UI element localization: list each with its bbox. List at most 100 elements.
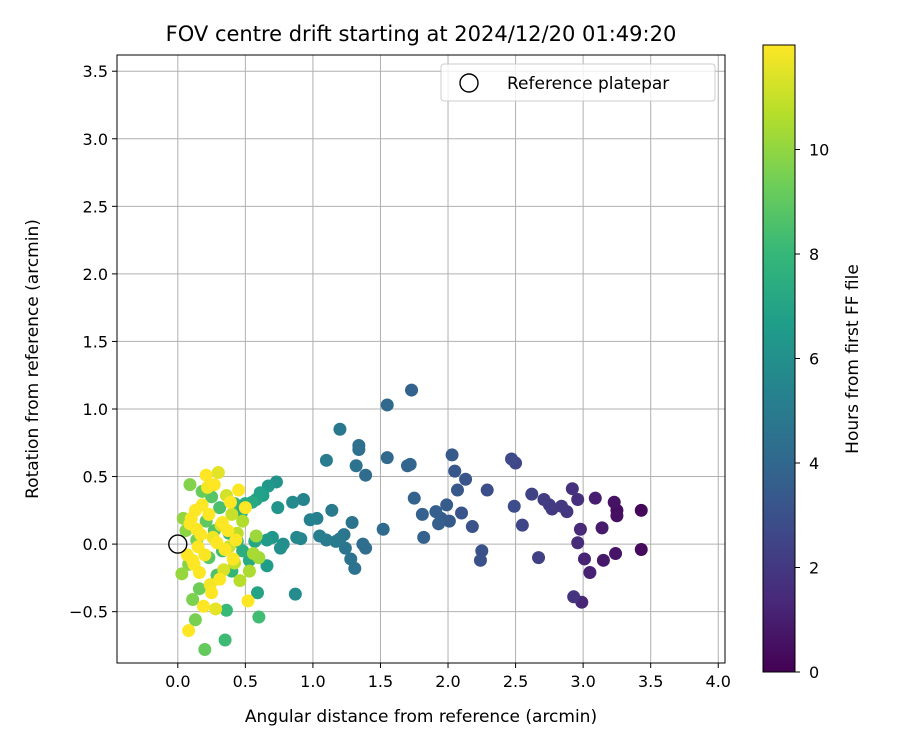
data-point xyxy=(634,503,648,517)
data-point xyxy=(356,537,370,551)
data-point xyxy=(225,507,239,521)
colorbar-tick-label: 2 xyxy=(809,559,819,578)
x-axis-ticks: 0.0 0.5 1.0 1.5 2.0 2.5 3.0 3.5 4.0 xyxy=(165,663,731,691)
data-point xyxy=(325,503,339,517)
data-point xyxy=(380,451,394,465)
data-point xyxy=(415,507,429,521)
data-point xyxy=(236,514,250,528)
data-point xyxy=(191,540,205,554)
data-point xyxy=(175,567,189,581)
data-point xyxy=(286,495,300,509)
data-point xyxy=(400,459,414,473)
x-tick-label: 3.5 xyxy=(638,672,663,691)
colorbar-tick-label: 8 xyxy=(809,245,819,264)
reference-platepar-marker xyxy=(168,534,188,554)
data-point xyxy=(251,586,265,600)
legend-entry-reference: Reference platepar xyxy=(507,74,669,94)
data-point xyxy=(246,547,260,561)
data-point xyxy=(186,592,200,606)
data-point xyxy=(313,529,327,543)
data-point xyxy=(567,590,581,604)
x-tick-label: 0.0 xyxy=(165,672,190,691)
data-point xyxy=(480,483,494,497)
data-point xyxy=(232,483,246,497)
data-point xyxy=(455,506,469,520)
data-point xyxy=(448,464,462,478)
y-axis-ticks: −0.5 0.0 0.5 1.0 1.5 2.0 2.5 3.0 3.5 xyxy=(69,62,117,622)
y-tick-label: −0.5 xyxy=(69,603,108,622)
data-point xyxy=(215,515,229,529)
colorbar-ticks: 0 2 4 6 8 10 xyxy=(795,141,829,682)
data-point xyxy=(296,493,310,507)
data-point xyxy=(192,582,206,596)
data-point xyxy=(229,533,243,547)
data-point xyxy=(349,459,363,473)
data-point xyxy=(194,528,208,542)
data-point xyxy=(210,536,224,550)
data-point xyxy=(202,507,216,521)
colorbar-tick-label: 4 xyxy=(809,454,819,473)
data-point xyxy=(565,482,579,496)
y-axis-label: Rotation from reference (arcmin) xyxy=(23,219,43,499)
data-point xyxy=(290,530,304,544)
data-point xyxy=(588,491,602,505)
data-point xyxy=(609,547,623,561)
y-tick-label: 2.5 xyxy=(83,197,108,216)
data-point xyxy=(205,586,219,600)
data-point xyxy=(249,529,263,543)
data-point xyxy=(571,536,585,550)
data-point xyxy=(407,491,421,505)
data-point xyxy=(319,453,333,467)
data-point xyxy=(577,552,591,566)
colorbar-tick-label: 0 xyxy=(809,663,819,682)
y-tick-label: 1.0 xyxy=(83,400,108,419)
data-point xyxy=(271,501,285,515)
data-point xyxy=(532,551,546,565)
y-tick-label: 1.5 xyxy=(83,332,108,351)
data-point xyxy=(465,520,479,534)
data-point xyxy=(338,541,352,555)
data-point xyxy=(459,472,473,486)
data-point xyxy=(380,398,394,412)
data-point xyxy=(473,553,487,567)
x-tick-label: 1.0 xyxy=(300,672,325,691)
plot-frame xyxy=(116,54,726,664)
data-point xyxy=(226,552,240,566)
data-points xyxy=(175,383,648,656)
data-point xyxy=(450,483,464,497)
data-point xyxy=(180,548,194,562)
legend: Reference platepar xyxy=(440,63,716,102)
data-point xyxy=(352,443,366,457)
chart-title: FOV centre drift starting at 2024/12/20 … xyxy=(166,22,677,46)
data-point xyxy=(345,515,359,529)
data-point xyxy=(505,452,519,466)
data-point xyxy=(182,624,196,638)
data-point xyxy=(242,564,256,578)
data-point xyxy=(207,478,221,492)
data-point xyxy=(188,613,202,627)
x-axis-label: Angular distance from reference (arcmin) xyxy=(245,707,597,727)
data-point xyxy=(429,505,443,519)
data-point xyxy=(273,541,287,555)
data-point xyxy=(607,495,621,509)
data-point xyxy=(610,509,624,523)
data-point xyxy=(634,543,648,557)
data-point xyxy=(252,610,266,624)
y-tick-label: 2.0 xyxy=(83,265,108,284)
x-tick-label: 1.5 xyxy=(368,672,393,691)
data-point xyxy=(223,495,237,509)
data-point xyxy=(219,603,233,617)
x-tick-label: 2.5 xyxy=(503,672,528,691)
data-point xyxy=(198,642,212,656)
data-point xyxy=(507,499,521,513)
data-point xyxy=(288,587,302,601)
data-point xyxy=(440,498,454,512)
y-tick-label: 3.5 xyxy=(83,62,108,81)
data-point xyxy=(573,522,587,536)
data-point xyxy=(211,465,225,479)
data-point xyxy=(376,522,390,536)
data-point xyxy=(595,521,609,535)
data-point xyxy=(183,478,197,492)
